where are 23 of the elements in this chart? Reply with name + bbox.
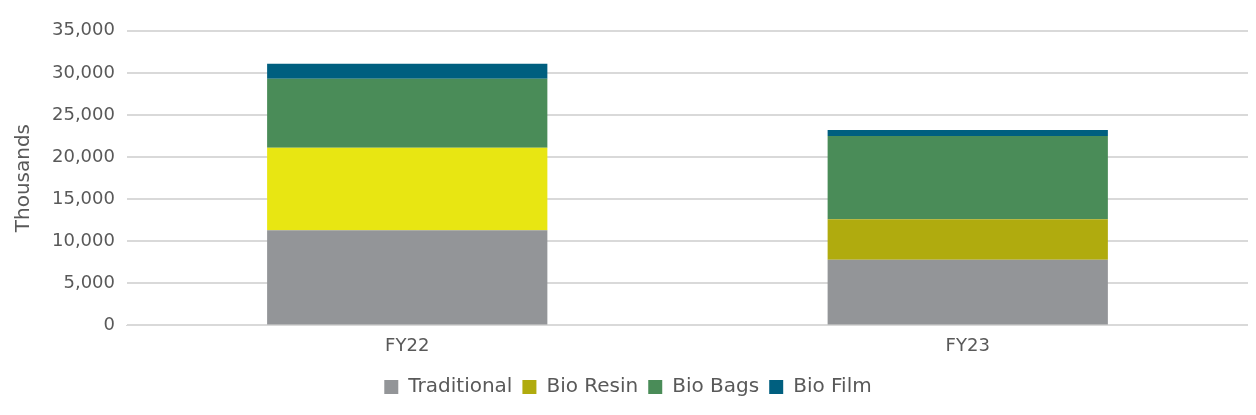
x-tick-label: FY22 bbox=[385, 333, 430, 355]
y-tick-label: 10,000 bbox=[52, 228, 115, 250]
bar bbox=[267, 147, 548, 231]
y-tick-label: 15,000 bbox=[52, 186, 115, 208]
legend-label: Bio Resin bbox=[546, 373, 639, 398]
y-tick-label: 25,000 bbox=[52, 102, 115, 124]
legend-label: Bio Film bbox=[793, 373, 872, 398]
legend-label: Bio Bags bbox=[672, 373, 760, 398]
bar bbox=[827, 130, 1108, 137]
y-tick-label: 35,000 bbox=[52, 18, 115, 40]
y-tick-label: 0 bbox=[103, 313, 115, 335]
bar bbox=[827, 259, 1108, 325]
x-tick-label: FY23 bbox=[945, 333, 990, 355]
y-tick-label: 20,000 bbox=[52, 144, 115, 166]
y-axis-title: Thousands bbox=[10, 123, 35, 234]
bar bbox=[267, 63, 548, 79]
bar bbox=[267, 230, 548, 325]
bar bbox=[827, 136, 1108, 220]
y-tick-label: 30,000 bbox=[52, 60, 115, 82]
bar bbox=[267, 78, 548, 148]
legend-label: Traditional bbox=[407, 373, 513, 398]
bar bbox=[827, 219, 1108, 260]
y-tick-label: 5,000 bbox=[63, 270, 115, 292]
